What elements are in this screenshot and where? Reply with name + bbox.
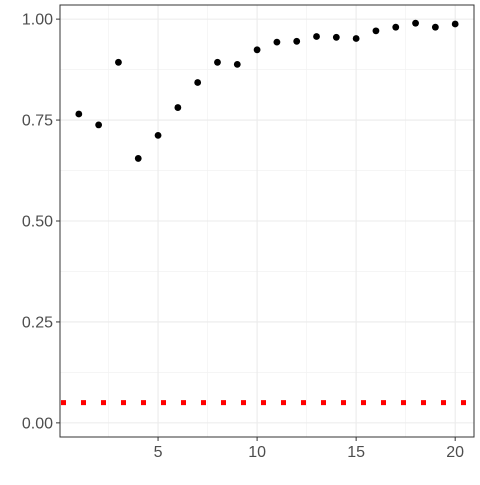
data-point [431,23,439,31]
data-point [233,60,241,68]
data-point [273,38,281,46]
data-point [253,46,261,54]
y-axis: 0.00 0.25 0.50 0.75 1.00 [22,12,60,432]
y-tick-label: 0.75 [22,113,53,130]
data-point [293,37,301,45]
data-point [372,27,380,35]
y-tick-label: 0.00 [22,415,53,432]
y-tick-label: 0.50 [22,214,53,231]
x-tick-label: 10 [248,444,266,461]
data-point [214,58,221,66]
x-tick-label: 15 [347,444,365,461]
data-point [451,20,459,28]
major-gridlines [60,5,474,437]
data-point [75,110,83,118]
data-point [194,79,202,86]
data-point [313,33,320,40]
data-point [115,58,122,66]
y-tick-label: 0.25 [22,314,53,331]
points-group [75,19,459,162]
data-point [412,19,419,27]
y-tick-label: 1.00 [22,12,53,29]
data-point [95,121,103,129]
data-point [352,35,360,42]
x-axis: 5 10 15 20 [154,437,464,461]
x-tick-label: 20 [446,444,464,461]
data-point [332,33,340,41]
data-point [174,104,182,111]
x-tick-label: 5 [154,444,163,461]
data-point [134,155,142,162]
data-point [154,132,162,139]
data-point [392,23,400,31]
